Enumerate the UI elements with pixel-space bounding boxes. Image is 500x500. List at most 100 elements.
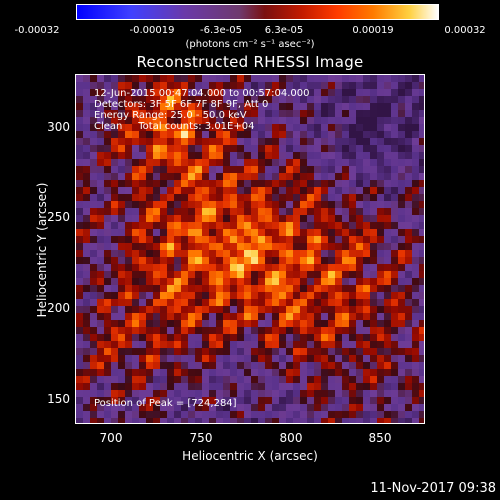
heatmap-cell — [125, 194, 133, 202]
heatmap-cell — [405, 390, 413, 398]
heatmap-cell — [370, 117, 378, 125]
heatmap-cell — [335, 145, 343, 153]
heatmap-cell — [377, 306, 385, 314]
heatmap-cell — [104, 341, 112, 349]
heatmap-cell — [153, 145, 161, 153]
heatmap-cell — [391, 229, 399, 237]
heatmap-cell — [209, 264, 217, 272]
heatmap-cell — [83, 313, 91, 321]
heatmap-cell — [230, 152, 238, 160]
heatmap-cell — [405, 110, 413, 118]
heatmap-cell — [237, 124, 245, 132]
heatmap-cell — [111, 194, 119, 202]
heatmap-cell — [153, 187, 161, 195]
heatmap-cell — [370, 292, 378, 300]
heatmap-cell — [328, 292, 336, 300]
heatmap-cell — [412, 145, 420, 153]
heatmap-cell — [328, 96, 336, 104]
heatmap-cell — [349, 341, 357, 349]
heatmap-cell — [244, 250, 252, 258]
heatmap-cell — [188, 180, 196, 188]
heatmap-cell — [188, 96, 196, 104]
heatmap-cell — [272, 96, 280, 104]
heatmap-cell — [251, 334, 259, 342]
heatmap-cell — [419, 187, 424, 195]
heatmap-cell — [300, 82, 308, 90]
heatmap-cell — [314, 117, 322, 125]
heatmap-cell — [321, 376, 329, 384]
heatmap-cell — [244, 131, 252, 139]
heatmap-cell — [412, 334, 420, 342]
heatmap-cell — [293, 348, 301, 356]
heatmap-cell — [167, 369, 175, 377]
heatmap-cell — [104, 411, 112, 419]
heatmap-cell — [230, 355, 238, 363]
heatmap-cell — [160, 96, 168, 104]
heatmap-cell — [237, 397, 245, 405]
heatmap-cell — [370, 264, 378, 272]
heatmap-cell — [419, 327, 424, 335]
heatmap-cell — [377, 201, 385, 209]
heatmap-cell — [139, 411, 147, 419]
heatmap-cell — [279, 222, 287, 230]
heatmap-cell — [286, 103, 294, 111]
heatmap-cell — [132, 117, 140, 125]
heatmap-cell — [132, 131, 140, 139]
heatmap-cell — [335, 110, 343, 118]
heatmap-cell — [300, 103, 308, 111]
heatmap-cell — [244, 306, 252, 314]
heatmap-cell — [412, 411, 420, 419]
heatmap-cell — [370, 152, 378, 160]
heatmap-cell — [167, 348, 175, 356]
heatmap-cell — [363, 82, 371, 90]
heatmap-cell — [328, 215, 336, 223]
heatmap-cell — [321, 313, 329, 321]
heatmap-cell — [167, 376, 175, 384]
heatmap-cell — [377, 355, 385, 363]
heatmap-cell — [286, 124, 294, 132]
heatmap-cell — [90, 110, 98, 118]
heatmap-cell — [391, 152, 399, 160]
heatmap-cell — [202, 390, 210, 398]
heatmap-cell — [419, 82, 424, 90]
heatmap-cell — [384, 264, 392, 272]
heatmap-cell — [118, 89, 126, 97]
heatmap-cell — [405, 320, 413, 328]
heatmap-cell — [286, 313, 294, 321]
heatmap-cell — [272, 292, 280, 300]
heatmap-cell — [146, 117, 154, 125]
heatmap-cell — [167, 313, 175, 321]
heatmap-cell — [272, 222, 280, 230]
heatmap-cell — [111, 124, 119, 132]
heatmap-cell — [293, 397, 301, 405]
heatmap-cell — [209, 131, 217, 139]
heatmap-cell — [251, 320, 259, 328]
heatmap-cell — [76, 327, 84, 335]
heatmap-cell — [202, 250, 210, 258]
heatmap-cell — [321, 124, 329, 132]
heatmap-cell — [405, 145, 413, 153]
heatmap-cell — [83, 215, 91, 223]
heatmap-cell — [356, 383, 364, 391]
heatmap-cell — [258, 320, 266, 328]
heatmap-cell — [335, 82, 343, 90]
heatmap-cell — [104, 236, 112, 244]
heatmap-cell — [391, 117, 399, 125]
heatmap-cell — [160, 341, 168, 349]
heatmap-cell — [97, 383, 105, 391]
heatmap-cell — [244, 159, 252, 167]
heatmap-cell — [356, 159, 364, 167]
heatmap-cell — [342, 411, 350, 419]
heatmap-cell — [181, 348, 189, 356]
heatmap-cell — [251, 285, 259, 293]
heatmap-cell — [279, 180, 287, 188]
heatmap-cell — [223, 362, 231, 370]
heatmap-cell — [104, 222, 112, 230]
heatmap-cell — [202, 236, 210, 244]
heatmap-cell — [125, 187, 133, 195]
heatmap-cell — [118, 411, 126, 419]
heatmap-cell — [202, 299, 210, 307]
heatmap-cell — [377, 250, 385, 258]
heatmap-cell — [272, 173, 280, 181]
heatmap-cell — [251, 383, 259, 391]
